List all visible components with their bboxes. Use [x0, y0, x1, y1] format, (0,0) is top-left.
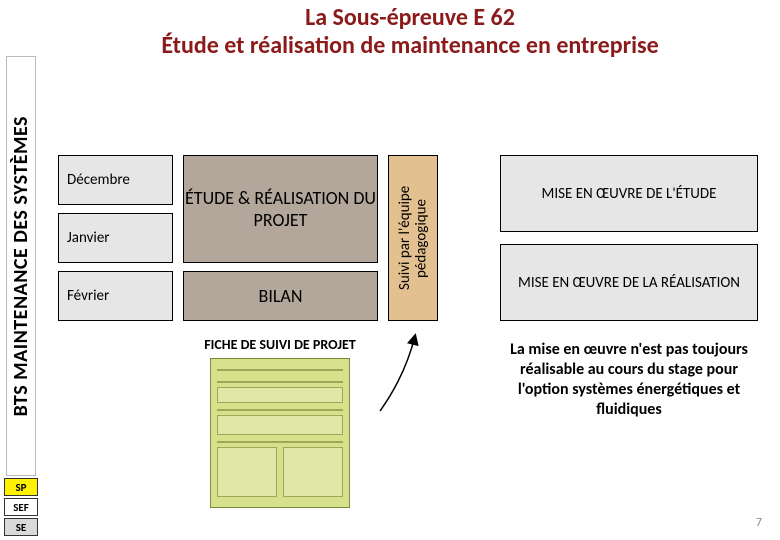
- right-column: MISE EN ŒUVRE DE L'ÉTUDE MISE EN ŒUVRE D…: [500, 155, 758, 333]
- tab-sef[interactable]: SEF: [4, 498, 38, 516]
- project-column: ÉTUDE & RÉALISATION DU PROJET BILAN: [183, 155, 378, 321]
- title-line2: Étude et réalisation de maintenance en e…: [50, 32, 770, 60]
- tab-se[interactable]: SE: [4, 518, 38, 536]
- arrow-icon: [375, 326, 495, 416]
- tab-sp[interactable]: SP: [4, 478, 38, 496]
- suivi-box: Suivi par l'équipe pédagogique: [388, 155, 438, 321]
- suivi-label: Suivi par l'équipe pédagogique: [397, 156, 430, 320]
- month-dec: Décembre: [58, 155, 173, 205]
- title-line1: La Sous-épreuve E 62: [50, 4, 770, 32]
- vertical-band-label: BTS MAINTENANCE DES SYSTÈMES: [9, 116, 33, 416]
- vertical-band: BTS MAINTENANCE DES SYSTÈMES: [6, 56, 36, 476]
- month-jan: Janvier: [58, 213, 173, 263]
- note-text: La mise en œuvre n'est pas toujours réal…: [500, 340, 758, 420]
- month-feb: Février: [58, 271, 173, 321]
- fiche-title: FICHE DE SUIVI DE PROJET: [190, 337, 370, 352]
- months-column: Décembre Janvier Février: [58, 155, 173, 329]
- right-box-realisation: MISE EN ŒUVRE DE LA RÉALISATION: [500, 244, 758, 321]
- page-number: 7: [756, 516, 762, 530]
- fiche-form-icon: [210, 358, 350, 508]
- fiche-block: FICHE DE SUIVI DE PROJET: [190, 337, 370, 508]
- right-box-etude: MISE EN ŒUVRE DE L'ÉTUDE: [500, 155, 758, 232]
- slide-title: La Sous-épreuve E 62 Étude et réalisatio…: [50, 4, 770, 59]
- project-bilan-box: BILAN: [183, 271, 378, 321]
- project-study-box: ÉTUDE & RÉALISATION DU PROJET: [183, 155, 378, 263]
- option-tabs: SP SEF SE: [4, 478, 38, 538]
